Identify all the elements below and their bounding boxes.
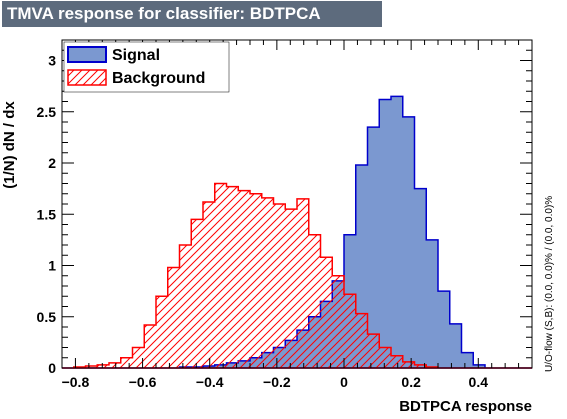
- plot-area: [62, 95, 532, 369]
- x-tick-label: −0.2: [263, 374, 291, 390]
- x-axis-title: BDTPCA response: [399, 398, 532, 415]
- y-axis-title: (1/N) dN / dx: [1, 101, 18, 189]
- y-tick-label: 1.5: [37, 206, 57, 222]
- y-tick-label: 2.5: [37, 104, 57, 120]
- x-tick-label: −0.4: [196, 374, 224, 390]
- y-tick-label: 1: [48, 258, 56, 274]
- overflow-note: U/O-flow (S,B): (0.0, 0.0)% / (0.0, 0.0)…: [544, 196, 555, 372]
- legend-signal-label: Signal: [112, 47, 160, 64]
- y-tick-label: 2: [48, 155, 56, 171]
- y-tick-label: 0.5: [37, 309, 57, 325]
- legend-background-label: Background: [112, 70, 205, 87]
- y-tick-label: 0: [48, 360, 56, 376]
- legend: Signal Background: [63, 41, 230, 93]
- chart-title: TMVA response for classifier: BDTPCA: [2, 1, 382, 27]
- legend-background-swatch: [67, 69, 107, 86]
- x-tick-label: −0.8: [62, 374, 90, 390]
- x-tick-label: 0.4: [469, 374, 489, 390]
- x-tick-label: −0.6: [129, 374, 157, 390]
- legend-signal-swatch: [67, 46, 107, 63]
- x-tick-label: 0: [340, 374, 348, 390]
- y-tick-label: 3: [48, 53, 56, 69]
- x-tick-label: 0.2: [401, 374, 421, 390]
